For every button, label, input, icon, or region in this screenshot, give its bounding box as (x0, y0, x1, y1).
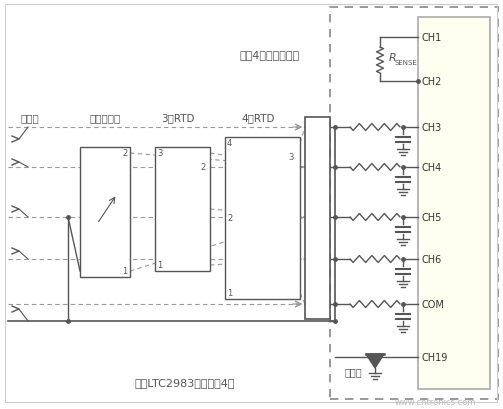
Bar (418, 18, 490, 389)
Text: SENSE: SENSE (395, 60, 418, 66)
Text: CH4: CH4 (422, 163, 442, 173)
Text: 热电偶: 热电偶 (21, 113, 39, 123)
Text: 所有4组传感器共用: 所有4组传感器共用 (240, 50, 300, 60)
Text: 热敏电阵器: 热敏电阵器 (90, 113, 121, 123)
Text: $R$: $R$ (388, 51, 397, 63)
Bar (155, 148, 210, 271)
Text: 2: 2 (200, 163, 205, 172)
Text: 4: 4 (227, 139, 232, 148)
Text: 3: 3 (288, 153, 293, 162)
Text: CH1: CH1 (422, 33, 442, 43)
Text: 每个LTC2983连接多达4组: 每个LTC2983连接多达4组 (135, 377, 235, 387)
Bar (80, 148, 130, 277)
Text: 2: 2 (227, 214, 232, 223)
Text: 4线RTD: 4线RTD (241, 113, 275, 123)
Text: 2: 2 (122, 149, 127, 158)
Text: 3线RTD: 3线RTD (161, 113, 195, 123)
Bar (305, 118, 330, 319)
Text: CH2: CH2 (422, 77, 442, 87)
Text: CH6: CH6 (422, 254, 442, 264)
Text: 1: 1 (122, 267, 127, 276)
Text: COM: COM (422, 299, 445, 309)
Text: CH5: CH5 (422, 213, 442, 222)
Text: 3: 3 (157, 149, 162, 158)
Text: 1: 1 (157, 261, 162, 270)
Polygon shape (366, 354, 384, 368)
Text: CH3: CH3 (422, 123, 442, 133)
Text: 冷接点: 冷接点 (345, 366, 362, 376)
Text: 1: 1 (227, 289, 232, 298)
Text: www.cntronics.com: www.cntronics.com (394, 398, 476, 407)
Bar (225, 138, 300, 299)
Text: CH19: CH19 (422, 352, 448, 362)
